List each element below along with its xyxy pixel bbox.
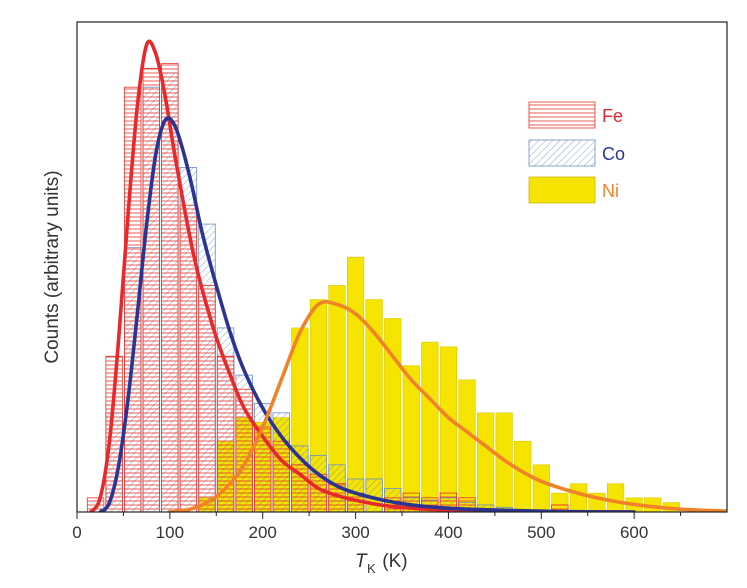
x-axis-label: T K (K): [355, 551, 408, 576]
x-tick-label: 500: [527, 523, 555, 542]
ni-bar: [365, 299, 383, 512]
ni-bar: [384, 318, 402, 512]
ni-bar: [402, 365, 420, 512]
y-axis-label: Counts (arbitrary units): [42, 170, 63, 363]
x-axis-label-unit: (K): [377, 551, 408, 572]
ni-bar: [421, 341, 439, 512]
legend: Fe Co Ni: [528, 101, 625, 204]
legend-label-fe: Fe: [602, 106, 623, 126]
x-tick-label: 100: [156, 523, 184, 542]
ni-bar: [328, 285, 346, 512]
legend-label-co: Co: [602, 144, 625, 164]
x-axis-label-sub: K: [367, 561, 376, 576]
ni-bar: [495, 412, 513, 512]
ni-bar: [439, 346, 458, 512]
legend-label-ni: Ni: [602, 181, 619, 201]
ni-bar: [346, 256, 365, 512]
ni-bar: [569, 483, 588, 512]
fe-bar: [272, 440, 290, 512]
fe-fit-curve: [89, 39, 636, 512]
x-axis-label-main: T: [355, 551, 368, 572]
ni-fit-curve: [168, 300, 727, 512]
legend-swatch-co: [528, 139, 596, 167]
x-tick-label: 300: [341, 523, 369, 542]
ni-bar: [476, 412, 495, 512]
x-tick-label: 400: [434, 523, 462, 542]
x-tick-label: 200: [249, 523, 277, 542]
legend-swatch-ni: [528, 176, 596, 204]
legend-swatch-fe: [528, 101, 596, 129]
fe-bar: [198, 285, 216, 512]
fe-bar: [551, 504, 569, 512]
x-axis-ticks: 0 100 200 300 400 500 600: [72, 512, 682, 542]
fe-bars: [86, 63, 569, 512]
x-tick-label: 0: [72, 523, 81, 542]
ni-bar: [532, 464, 550, 512]
fe-bar: [142, 67, 160, 512]
co-fit-curve: [98, 116, 636, 512]
ni-bar: [458, 379, 476, 512]
fit-curves: [89, 39, 727, 512]
ni-bar: [606, 483, 625, 512]
x-tick-label: 600: [620, 523, 648, 542]
